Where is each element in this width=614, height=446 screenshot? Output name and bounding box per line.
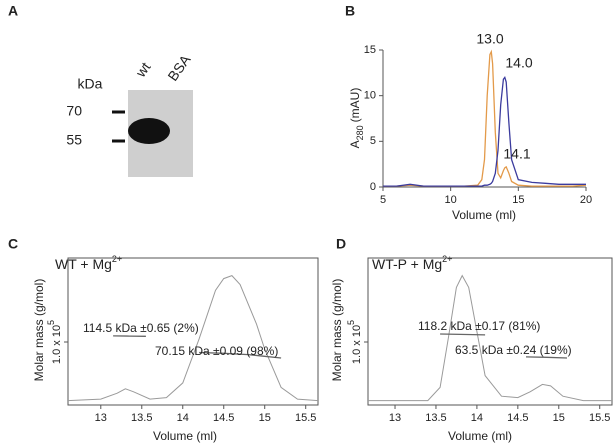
trace-line [67,275,319,402]
x-tick-label: 15 [259,412,271,424]
marker-label: 55 [66,132,82,148]
x-tick-label: 13.5 [425,412,446,424]
chart-title-part: WT + Mg [55,256,112,272]
y-axis-label-part: 280 [355,125,365,140]
x-tick-label: 14 [177,412,189,424]
x-tick-label: 13 [95,412,107,424]
chart-title-part: 2+ [112,254,122,264]
x-tick-label: 13 [389,412,401,424]
series-line [525,356,568,359]
x-tick-label: 10 [445,194,457,206]
y-axis-label-part: (mAU) [348,88,362,123]
x-tick-label: 15.5 [589,412,610,424]
panel-label: A [8,3,18,19]
annotation: 114.5 kDa ±0.65 (2%) [83,321,199,335]
y-tick-label-part: 5 [46,320,56,325]
panel-label: B [345,3,355,19]
lane-label: wt [132,59,154,81]
chart-title-part: WT-P + Mg [372,256,442,272]
marker-label: 70 [66,103,82,119]
trace-line [368,274,612,402]
series-line [383,76,586,187]
gel-band [128,118,170,144]
y-tick-label-part: 1.0 x 10 [351,325,363,364]
y-tick-label: 1.0 x 105 [346,320,363,364]
x-tick-label: 15 [553,412,565,424]
chart-title-part: 2+ [442,254,452,264]
lane-label: BSA [164,51,194,84]
x-axis-label: Volume (ml) [452,208,516,222]
x-tick-label: 14 [471,412,483,424]
y-tick-label: 1.0 x 105 [46,320,63,364]
x-axis-label: Volume (ml) [153,429,217,443]
y-tick-label: 5 [370,135,376,147]
x-axis-label: Volume (ml) [448,429,512,443]
chart-title: WT-P + Mg2+ [372,254,452,271]
x-tick-label: 14.5 [213,412,234,424]
panel-label: C [8,236,18,252]
annotation: 70.15 kDa ±0.09 (98%) [155,344,278,358]
annotation: 118.2 kDa ±0.17 (81%) [418,319,540,333]
y-axis-label-part: A [348,140,362,148]
x-tick-label: 14.5 [507,412,528,424]
annotation: 14.1 [503,146,530,162]
y-axis-label: Molar mass (g/mol) [330,279,344,382]
x-tick-label: 13.5 [131,412,152,424]
annotation: 14.0 [505,55,532,71]
y-tick-label: 10 [364,90,376,102]
y-tick-label-part: 5 [346,320,356,325]
y-tick-label-part: 1.0 x 10 [51,325,63,364]
annotation: 63.5 kDa ±0.24 (19%) [455,343,572,357]
plot-frame [67,257,319,406]
plot-frame [367,257,613,406]
x-tick-label: 5 [380,194,386,206]
y-tick-label: 0 [370,181,376,193]
x-tick-label: 20 [580,194,592,206]
annotation: 13.0 [476,31,503,47]
y-axis-label: A280 (mAU) [348,88,365,149]
panel-label: D [336,236,346,252]
y-tick-label: 15 [364,44,376,56]
series-line [440,333,486,336]
x-tick-label: 15.5 [295,412,316,424]
series-line [199,351,282,359]
x-tick-label: 15 [512,194,524,206]
gel-unit: kDa [78,76,103,92]
series-line [383,49,587,187]
chart-title: WT + Mg2+ [55,254,122,271]
y-axis-label: Molar mass (g/mol) [32,279,46,382]
